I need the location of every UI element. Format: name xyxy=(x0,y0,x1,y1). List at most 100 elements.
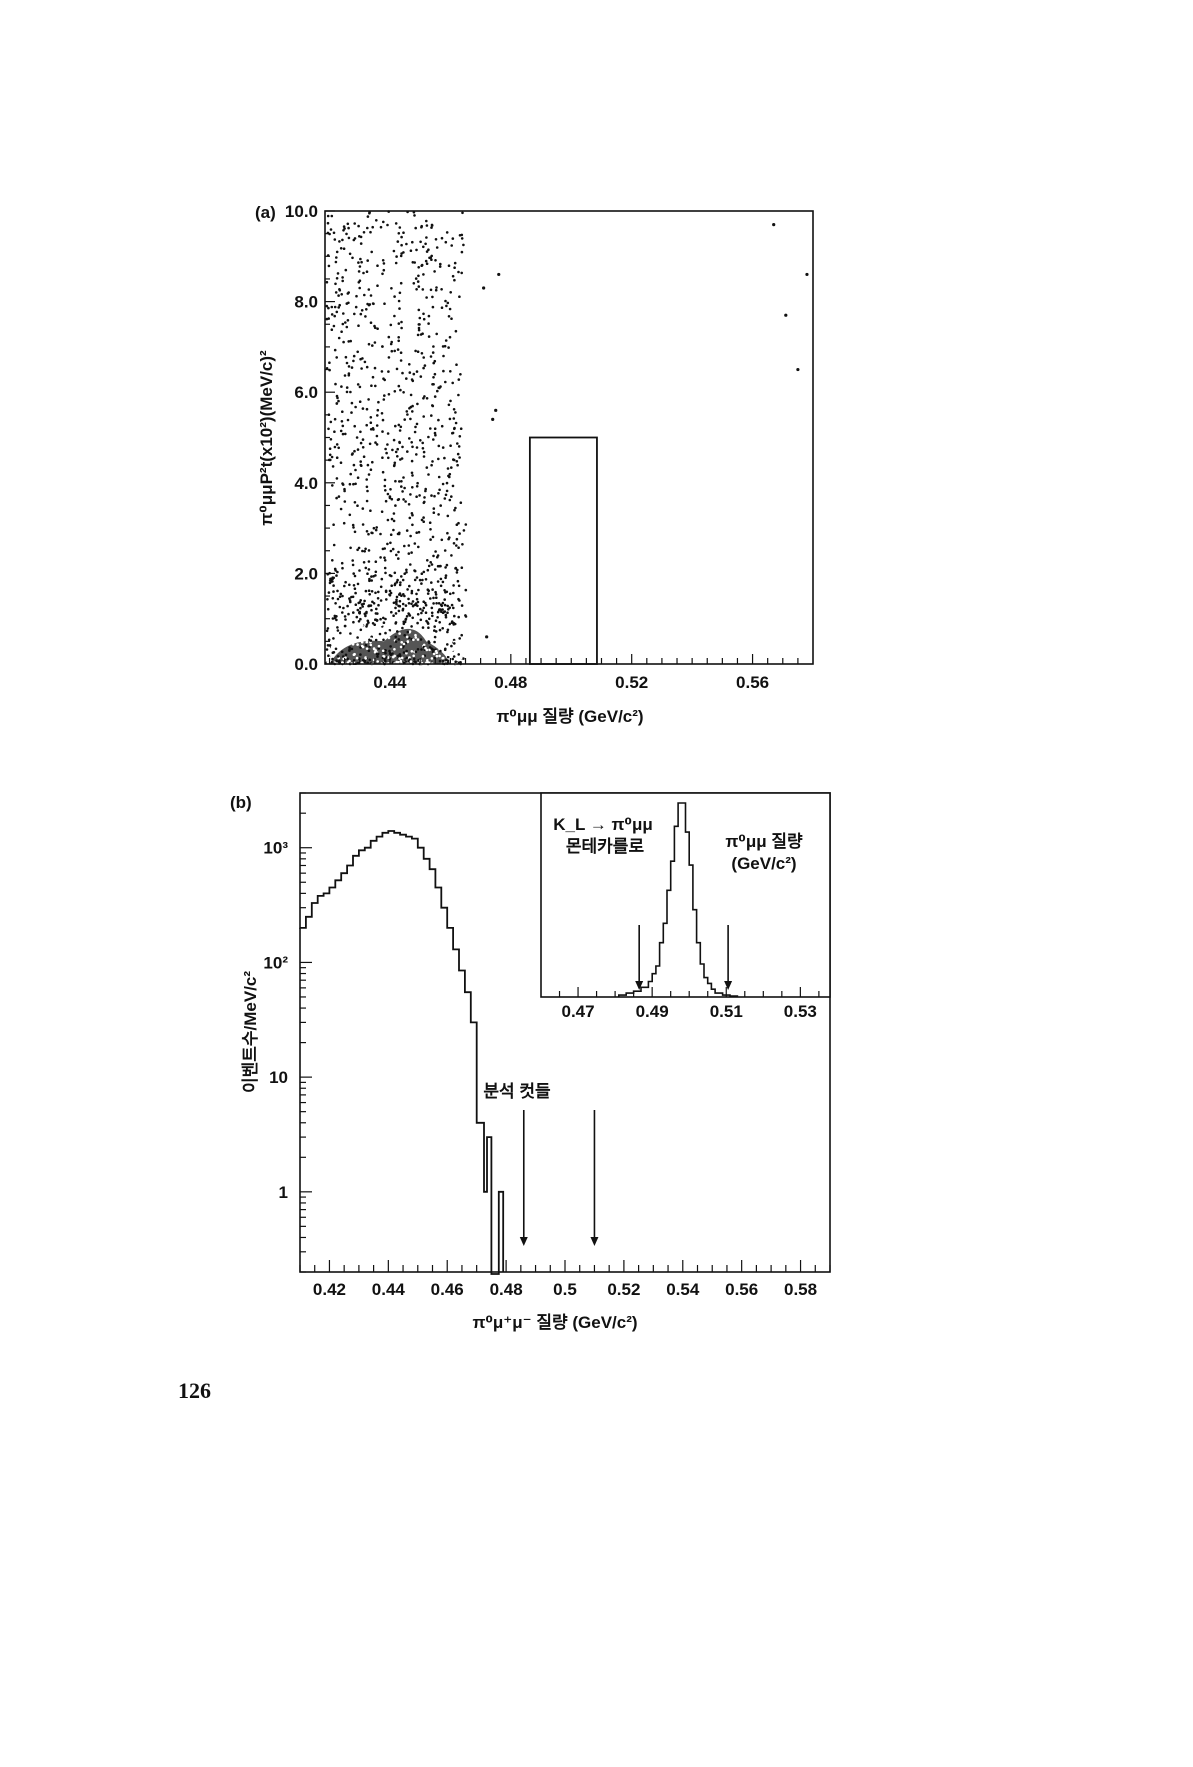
scatter-point xyxy=(374,441,377,444)
scatter-point xyxy=(401,608,405,612)
scatter-point xyxy=(390,287,393,290)
scatter-point xyxy=(455,571,459,574)
scatter-point xyxy=(390,584,394,587)
scatter-point xyxy=(366,489,369,493)
scatter-point xyxy=(403,486,406,490)
scatter-point xyxy=(449,291,453,294)
scatter-point xyxy=(332,637,335,640)
scatter-point xyxy=(359,257,362,261)
scatter-point xyxy=(416,613,420,616)
scatter-point xyxy=(384,656,388,659)
scatter-point xyxy=(411,379,415,383)
scatter-point xyxy=(377,590,380,594)
scatter-point xyxy=(397,232,401,235)
scatter-point xyxy=(420,648,423,651)
scatter-point xyxy=(446,643,449,646)
scatter-point xyxy=(365,423,369,427)
scatter-point xyxy=(437,634,441,638)
histogram-line xyxy=(299,830,505,1275)
scatter-point xyxy=(368,211,371,215)
scatter-point xyxy=(448,649,451,652)
scatter-point xyxy=(424,487,428,491)
x-tick-label: 0.44 xyxy=(373,673,407,692)
scatter-point xyxy=(335,256,338,259)
scatter-point xyxy=(444,613,448,617)
scatter-point xyxy=(330,214,334,218)
chart-b-x-label: π⁰μ⁺μ⁻ 질량 (GeV/c²) xyxy=(472,1312,637,1332)
scatter-point xyxy=(337,306,341,309)
chart-b: (b) 0.42 0.44 0.46 0.48 0.5 0.52 0.54 0.56 0.58 1… xyxy=(230,792,831,1332)
scatter-point xyxy=(368,579,371,583)
scatter-point xyxy=(400,320,403,324)
scatter-point xyxy=(446,514,450,518)
scatter-point xyxy=(343,374,347,377)
scatter-point xyxy=(413,603,417,607)
scatter-point xyxy=(339,507,343,511)
scatter-point xyxy=(384,499,388,503)
scatter-point xyxy=(411,523,414,527)
scatter-point xyxy=(421,609,425,612)
scatter-point xyxy=(357,620,361,623)
scatter-point xyxy=(442,636,446,640)
scatter-point xyxy=(401,445,404,449)
scatter-point xyxy=(450,495,453,498)
scatter-point xyxy=(398,226,402,229)
scatter-point xyxy=(450,244,454,247)
scatter-point xyxy=(462,529,466,532)
scatter-point xyxy=(349,600,352,604)
scatter-point xyxy=(330,455,334,459)
scatter-point xyxy=(441,580,445,584)
scatter-point xyxy=(342,247,346,250)
scatter-point xyxy=(404,617,408,621)
scatter-point xyxy=(410,459,414,463)
scatter-point xyxy=(340,385,343,388)
scatter-point xyxy=(338,659,341,662)
scatter-point xyxy=(444,380,447,384)
scatter-point xyxy=(398,480,401,483)
scatter-point xyxy=(389,591,393,595)
scatter-point xyxy=(335,443,339,446)
scatter-point xyxy=(435,596,438,599)
scatter-point xyxy=(331,484,334,487)
scatter-point xyxy=(325,304,329,308)
scatter-point xyxy=(341,424,345,428)
scatter-point-isolated xyxy=(482,286,486,290)
scatter-point xyxy=(420,518,424,522)
scatter-point xyxy=(397,299,401,303)
scatter-point xyxy=(326,627,330,630)
scatter-point xyxy=(410,441,414,444)
scatter-point xyxy=(353,501,357,504)
scatter-point xyxy=(383,302,386,306)
scatter-point xyxy=(352,463,356,467)
scatter-point xyxy=(376,327,379,331)
scatter-point xyxy=(451,484,455,488)
scatter-point xyxy=(435,654,439,658)
scatter-point xyxy=(437,513,440,516)
scatter-point xyxy=(458,456,461,459)
scatter-point xyxy=(452,458,456,462)
scatter-point xyxy=(456,442,459,445)
scatter-point xyxy=(354,603,358,606)
scatter-point xyxy=(431,460,434,463)
scatter-point xyxy=(416,648,420,651)
scatter-point xyxy=(376,408,380,412)
scatter-point xyxy=(425,397,429,400)
inset-title-line1: K_L → π⁰μμ xyxy=(553,815,653,834)
scatter-point xyxy=(399,351,403,355)
scatter-point xyxy=(446,611,449,614)
scatter-point xyxy=(331,657,334,661)
scatter-point xyxy=(404,500,407,503)
scatter-point xyxy=(402,391,405,394)
scatter-point xyxy=(406,413,409,416)
scatter-point xyxy=(432,554,435,558)
scatter-point xyxy=(417,545,420,549)
scatter-point xyxy=(411,600,415,603)
scatter-point xyxy=(430,414,433,417)
scatter-point xyxy=(383,559,387,562)
scatter-point xyxy=(411,616,415,620)
scatter-point xyxy=(346,222,350,226)
scatter-point xyxy=(420,264,424,268)
scatter-point xyxy=(445,231,449,234)
scatter-point xyxy=(347,365,351,368)
scatter-point xyxy=(448,417,452,421)
